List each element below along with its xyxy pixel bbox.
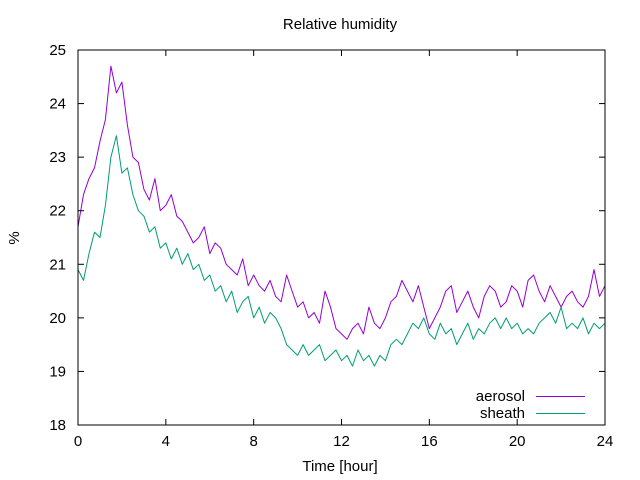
- legend: aerosol sheath: [476, 388, 585, 422]
- chart-title: Relative humidity: [283, 16, 398, 33]
- x-axis-label: Time [hour]: [302, 458, 377, 475]
- y-tick-label: 24: [49, 96, 66, 113]
- series-line-aerosol: [77, 65, 606, 340]
- y-tick-label: 19: [49, 363, 66, 380]
- x-tick-label: 8: [249, 433, 257, 450]
- y-tick-label: 20: [49, 310, 66, 327]
- y-tick-label: 18: [49, 417, 66, 434]
- y-tick-label: 21: [49, 256, 66, 273]
- series-line-sheath: [77, 135, 606, 367]
- x-tick-label: 20: [509, 433, 526, 450]
- series-layer: [77, 65, 606, 367]
- legend-label-aerosol: aerosol: [476, 388, 525, 405]
- x-tick-label: 0: [74, 433, 82, 450]
- y-tick-label: 23: [49, 149, 66, 166]
- y-tick-label: 22: [49, 203, 66, 220]
- plot-frame: [77, 49, 606, 426]
- x-tick-label: 16: [421, 433, 438, 450]
- x-tick-label: 12: [333, 433, 350, 450]
- x-tick-label: 24: [597, 433, 614, 450]
- y-axis-label: %: [6, 231, 23, 244]
- ticks-layer: 0 4 8 12 16 20 24 18 19 20 21 22 23 24 25: [49, 42, 613, 450]
- x-tick-label: 4: [162, 433, 170, 450]
- legend-label-sheath: sheath: [480, 405, 525, 422]
- y-tick-label: 25: [49, 42, 66, 59]
